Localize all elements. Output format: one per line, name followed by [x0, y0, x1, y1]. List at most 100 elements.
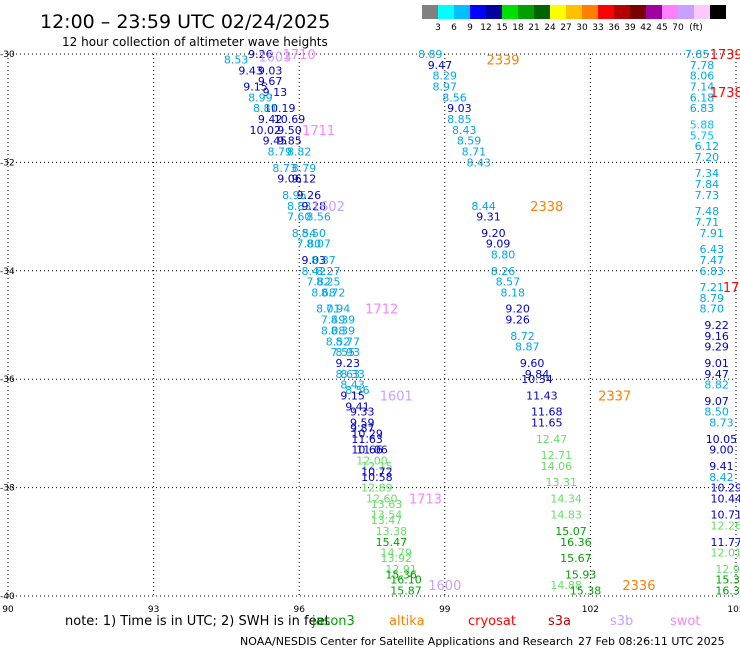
colorbar-swatch	[662, 5, 678, 19]
colorbar-swatch	[646, 5, 662, 19]
swh-value: 10.05	[706, 433, 738, 446]
y-tick-label: -40	[0, 592, 15, 602]
swh-value: 10.29	[351, 427, 383, 440]
swh-value: 7.20	[695, 151, 720, 164]
swh-value: 9.16	[704, 330, 729, 343]
swh-value: 8.06	[690, 70, 715, 83]
swh-value: 8.26	[491, 265, 516, 278]
swh-value: 12.91	[385, 563, 417, 576]
swh-value: 8.44	[471, 200, 496, 213]
colorbar-label: 18	[512, 23, 524, 33]
swh-value: 10.29	[711, 482, 740, 495]
swh-value: 8.50	[704, 406, 729, 419]
swh-value: 6.12	[695, 140, 720, 153]
swh-value: 9.03	[447, 102, 472, 115]
satellite-legend-entry: s3b	[610, 614, 633, 629]
swh-value: 9.26	[248, 48, 273, 61]
colorbar-label: 15	[496, 23, 507, 33]
swh-value: 9.00	[709, 444, 734, 457]
pass-time-label: 1710	[283, 48, 316, 63]
swh-value: 8.33	[340, 368, 365, 381]
x-tick-label: 99	[439, 605, 451, 615]
swh-value: 7.91	[699, 227, 724, 240]
data-points: 9.268.539.439.039.679.159.138.9910.198.8…	[224, 48, 740, 598]
swh-value: 10.44	[711, 492, 740, 505]
swh-value: 8.80	[491, 249, 516, 262]
swh-value: 9.03	[258, 64, 283, 77]
swh-value: 7.34	[695, 167, 720, 180]
swh-value: 5.75	[690, 129, 715, 142]
swh-value: 7.47	[699, 254, 724, 267]
colorbar-label: 39	[624, 23, 636, 33]
swh-value: 8.71	[462, 146, 487, 159]
colorbar-label: 33	[592, 23, 603, 33]
colorbar-label: 21	[528, 23, 539, 33]
swh-value: 9.09	[486, 238, 511, 251]
colorbar-swatch	[470, 5, 486, 19]
swh-value: 8.95	[282, 189, 307, 202]
swh-value: 9.47	[704, 368, 729, 381]
swh-value: 8.07	[306, 238, 331, 251]
swh-value: 15.93	[565, 568, 597, 581]
swh-value: 12.60	[366, 492, 398, 505]
pass-time-label: 1739	[710, 48, 740, 63]
swh-value: 15.67	[560, 552, 592, 565]
colorbar-label: 9	[467, 23, 473, 33]
colorbar-label: 30	[576, 23, 588, 33]
pass-time-label: 2336	[622, 579, 655, 594]
swh-value: 8.42	[709, 471, 734, 484]
swh-value: 12.15	[361, 460, 393, 473]
swh-value: 9.26	[297, 189, 322, 202]
swh-value: 15.87	[390, 585, 422, 598]
swh-value: 6.43	[699, 243, 724, 256]
swh-value: 9.41	[345, 400, 370, 413]
x-tick-label: 93	[148, 605, 159, 615]
swh-value: 8.59	[457, 135, 482, 148]
swh-value: 9.03	[302, 254, 327, 267]
swh-value: 12.00	[356, 455, 388, 468]
colorbar-label: 70	[672, 23, 684, 33]
swh-value: 11.43	[526, 389, 558, 402]
swh-value: 9.47	[428, 59, 453, 72]
swh-value: 8.42	[302, 265, 327, 278]
colorbar-swatch	[486, 5, 502, 19]
swh-value: 7.55	[331, 346, 356, 359]
swh-value: 9.23	[335, 357, 360, 370]
swh-value: 8.43	[340, 379, 365, 392]
colorbar-swatch	[678, 5, 694, 19]
colorbar-swatch	[630, 5, 646, 19]
swh-value: 8.52	[326, 335, 351, 348]
swh-value: 9.31	[476, 211, 501, 224]
chart-subtitle: 12 hour collection of altimeter wave hei…	[62, 35, 328, 49]
swh-value: 6.18	[690, 91, 715, 104]
swh-value: 8.57	[496, 276, 521, 289]
swh-value: 14.88	[550, 579, 582, 592]
swh-value: 13.54	[371, 509, 403, 522]
swh-value: 16.10	[390, 574, 422, 587]
swh-value: 14.83	[550, 509, 582, 522]
swh-value: 8.70	[699, 303, 724, 316]
swh-value: 12.01	[711, 547, 740, 560]
swh-value: 8.97	[433, 81, 458, 94]
swh-value: 15.36	[385, 568, 417, 581]
pass-time-label: 1601	[380, 389, 413, 404]
swh-value: 13.38	[376, 525, 408, 538]
colorbar-swatch	[582, 5, 598, 19]
satellite-legend: jason3 altika cryosat s3a s3b swot	[311, 614, 700, 629]
swh-value: 8.87	[515, 341, 540, 354]
swh-value: 8.89	[418, 48, 443, 61]
footer-credit: NOAA/NESDIS Center for Satellite Applica…	[240, 635, 573, 648]
swh-value: 11.06	[356, 444, 388, 457]
swh-value: 8.50	[302, 227, 327, 240]
colorbar-swatch	[710, 5, 726, 19]
swh-value: 8.73	[272, 162, 297, 175]
swh-value: 9.41	[709, 460, 734, 473]
colorbar-unit: (ft)	[689, 23, 703, 33]
swh-value: 9.06	[277, 173, 302, 186]
chart-title: 12:00 – 23:59 UTC 02/24/2025	[40, 11, 330, 33]
swh-value: 15.47	[376, 536, 408, 549]
pass-time-label: 1600	[428, 579, 461, 594]
footer-timestamp: 27 Feb 08:26:11 UTC 2025	[578, 635, 725, 648]
